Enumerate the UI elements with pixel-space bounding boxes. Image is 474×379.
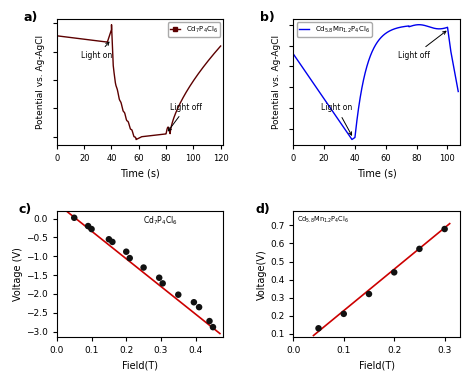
Legend: Cd$_7$P$_4$Cl$_6$: Cd$_7$P$_4$Cl$_6$ xyxy=(168,22,220,37)
Point xyxy=(122,249,130,255)
Point xyxy=(105,236,113,242)
Point xyxy=(195,304,203,310)
Text: b): b) xyxy=(260,11,275,24)
Point xyxy=(190,299,198,305)
Legend: Cd$_{5.8}$Mn$_{1.2}$P$_4$Cl$_6$: Cd$_{5.8}$Mn$_{1.2}$P$_4$Cl$_6$ xyxy=(297,22,372,37)
Point xyxy=(209,324,217,330)
Point xyxy=(155,275,163,281)
Y-axis label: Voltage (V): Voltage (V) xyxy=(13,247,23,301)
X-axis label: Time (s): Time (s) xyxy=(120,169,160,179)
Point xyxy=(88,226,95,232)
Text: Cd$_{5.8}$Mn$_{1.2}$P$_4$Cl$_6$: Cd$_{5.8}$Mn$_{1.2}$P$_4$Cl$_6$ xyxy=(297,215,349,225)
Point xyxy=(365,291,373,297)
Point xyxy=(391,269,398,276)
Text: c): c) xyxy=(18,204,32,216)
Y-axis label: Voltage(V): Voltage(V) xyxy=(257,249,267,299)
Point xyxy=(159,280,166,287)
Point xyxy=(84,223,92,229)
X-axis label: Field(T): Field(T) xyxy=(358,361,394,371)
Point xyxy=(206,318,213,324)
X-axis label: Time (s): Time (s) xyxy=(356,169,396,179)
Text: d): d) xyxy=(255,204,270,216)
Y-axis label: Potential vs. Ag-AgCl: Potential vs. Ag-AgCl xyxy=(36,35,45,129)
X-axis label: Field(T): Field(T) xyxy=(122,361,158,371)
Point xyxy=(109,239,116,245)
Text: a): a) xyxy=(24,11,38,24)
Y-axis label: Potential vs. Ag-AgCl: Potential vs. Ag-AgCl xyxy=(273,35,282,129)
Text: Light off: Light off xyxy=(168,103,202,131)
Text: Light on: Light on xyxy=(82,42,113,61)
Text: Cd$_7$P$_4$Cl$_6$: Cd$_7$P$_4$Cl$_6$ xyxy=(144,215,178,227)
Point xyxy=(71,215,78,221)
Point xyxy=(340,311,347,317)
Point xyxy=(140,265,147,271)
Point xyxy=(315,325,322,331)
Point xyxy=(174,292,182,298)
Text: Light off: Light off xyxy=(398,31,446,60)
Point xyxy=(126,255,134,261)
Point xyxy=(441,226,448,232)
Text: Light on: Light on xyxy=(321,103,352,135)
Point xyxy=(416,246,423,252)
